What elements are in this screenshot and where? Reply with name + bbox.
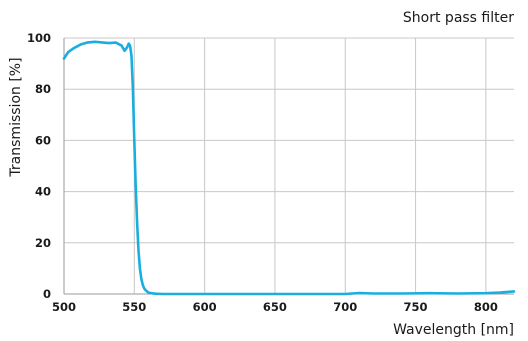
transmission-series-line (62, 40, 516, 296)
y-tick-label: 40 (35, 185, 51, 199)
x-tick-label: 700 (333, 300, 357, 314)
x-axis-title: Wavelength [nm] (393, 322, 514, 338)
x-tick-label: 600 (193, 300, 217, 314)
y-tick-label: 20 (35, 236, 51, 250)
y-tick-label: 80 (35, 82, 51, 96)
chart-title: Short pass filter (403, 10, 514, 26)
y-tick-label: 60 (35, 133, 51, 147)
y-tick-label: 100 (27, 31, 51, 45)
series-layer (62, 40, 516, 296)
x-tick-label: 800 (474, 300, 498, 314)
x-tick-label: 550 (122, 300, 146, 314)
x-tick-label: 500 (52, 300, 76, 314)
y-axis-title: Transmission [%] (8, 57, 24, 177)
x-tick-label: 650 (263, 300, 287, 314)
y-tick-label: 0 (43, 287, 51, 301)
tick-labels: 0 20 40 60 80 100 500 550 600 650 700 750 800 (27, 31, 498, 314)
x-tick-label: 750 (404, 300, 428, 314)
